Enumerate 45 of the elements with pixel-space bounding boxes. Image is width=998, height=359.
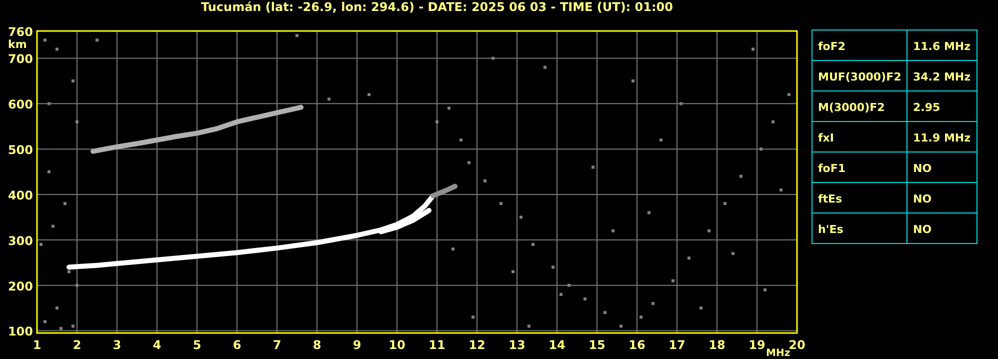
x-tick-label: 19 <box>748 338 766 352</box>
x-tick-label: 15 <box>588 338 606 352</box>
x-tick-label: 8 <box>312 338 322 352</box>
y-tick-label: 400 <box>8 188 33 202</box>
x-tick-label: 7 <box>272 338 282 352</box>
y-tick-label: 600 <box>8 98 33 112</box>
text: NO <box>913 192 932 206</box>
x-tick-label: 4 <box>152 338 162 352</box>
category-label: foF1 <box>818 162 846 175</box>
x-tick-label: 20 <box>788 338 806 352</box>
y-tick-label: 100 <box>8 324 33 339</box>
text: 34.2 MHz <box>913 70 971 84</box>
x-tick-label: 13 <box>508 338 526 352</box>
category-label: h'Es <box>818 223 844 236</box>
y-tick-label: 200 <box>8 279 33 294</box>
x-tick-label: 12 <box>468 338 486 352</box>
x-tick-label: 10 <box>388 338 406 352</box>
text: NO <box>913 223 932 236</box>
chart-title: Tucumán (lat: -26.9, lon: 294.6) - DATE: 2025 06 03 - TIME (UT): 01:00 <box>201 0 673 14</box>
category-label: MUF(3000)F2 <box>818 70 902 84</box>
x-tick-label: 5 <box>192 338 202 352</box>
text: NO <box>913 162 932 175</box>
x-tick-label: 2 <box>72 338 82 352</box>
text: 2.95 <box>913 101 940 114</box>
y-tick-label: 700 <box>8 52 33 66</box>
y-tick-label: 300 <box>8 234 33 248</box>
category-label: foF2 <box>818 40 846 53</box>
text: 11.9 MHz <box>913 132 971 144</box>
x-tick-label: 14 <box>548 338 566 352</box>
y-tick-label: 760 <box>8 25 33 39</box>
category-label: M(3000)F2 <box>818 101 885 114</box>
x-tick-label: 3 <box>112 338 122 352</box>
x-axis-title: MHz <box>766 348 790 359</box>
y-axis-title: km <box>8 38 27 51</box>
category-label: fxI <box>818 132 834 144</box>
x-tick-label: 9 <box>352 338 362 352</box>
x-tick-label: 6 <box>232 338 242 352</box>
x-tick-label: 11 <box>428 338 446 352</box>
text: 11.6 MHz <box>913 40 971 53</box>
x-tick-label: 1 <box>32 338 42 352</box>
y-tick-label: 500 <box>8 143 33 158</box>
x-tick-label: 16 <box>628 338 646 352</box>
x-tick-label: 17 <box>668 338 686 352</box>
x-tick-label: 18 <box>708 338 726 352</box>
category-label: ftEs <box>818 192 843 206</box>
